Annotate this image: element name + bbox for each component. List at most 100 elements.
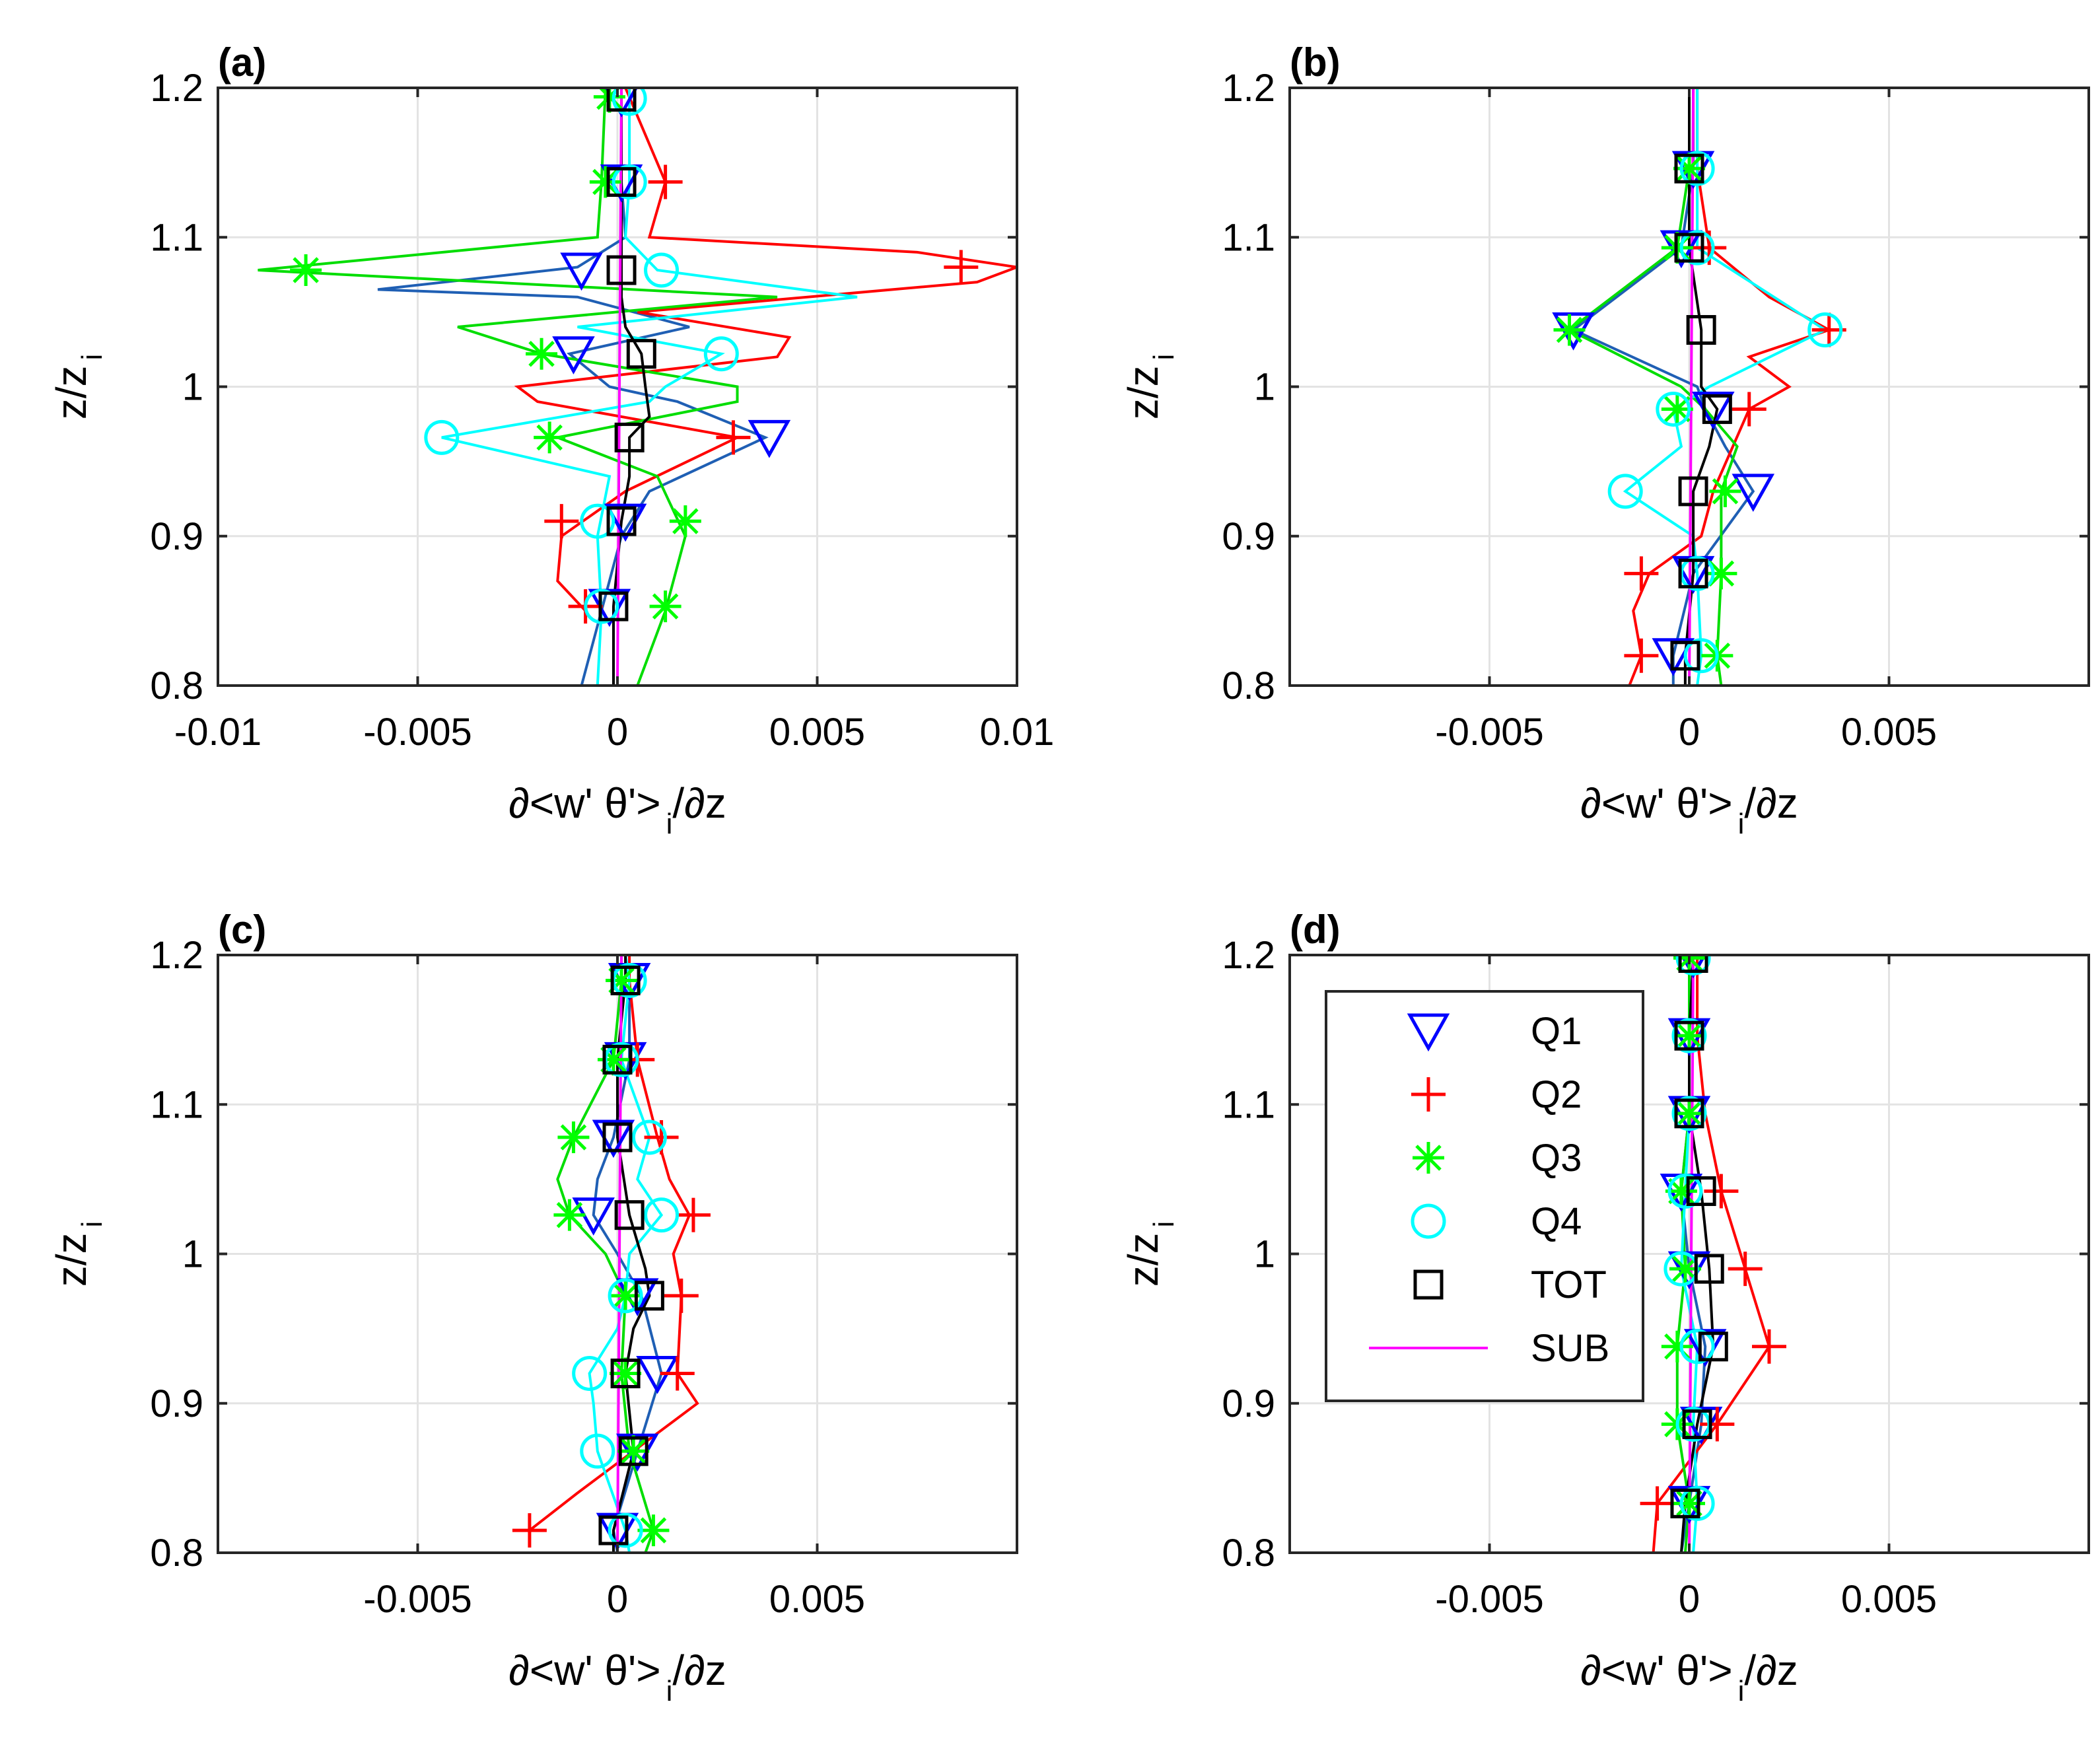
x-axis-label-tail: /∂z <box>1744 1647 1798 1694</box>
marker-q2 <box>944 250 979 285</box>
marker-q4 <box>1656 391 1691 427</box>
marker-q3 <box>1673 153 1705 185</box>
legend-label-q2: Q2 <box>1531 1073 1582 1116</box>
marker-tot <box>1702 394 1732 424</box>
marker-q3 <box>1665 1175 1697 1207</box>
marker-q2 <box>648 164 683 199</box>
marker-tot <box>598 591 629 621</box>
marker-q3 <box>1669 1253 1701 1285</box>
marker-q4 <box>631 1119 667 1155</box>
x-axis-label-main: ∂<w' θ'> <box>1580 1647 1732 1694</box>
y-tick-label: 1.2 <box>150 934 203 977</box>
marker-q3 <box>649 590 682 623</box>
legend-marker-q2 <box>1411 1077 1446 1112</box>
marker-q4 <box>1679 230 1715 266</box>
marker-q4 <box>1671 1096 1707 1131</box>
series-line-q2 <box>514 88 1017 612</box>
x-axis-label-main: ∂<w' θ'> <box>1580 779 1732 827</box>
marker-tot <box>618 1436 648 1466</box>
series-line-q2 <box>1652 955 1771 1553</box>
legend-label-q4: Q4 <box>1531 1200 1582 1243</box>
marker-q2 <box>1624 638 1659 673</box>
marker-q4 <box>580 1433 615 1469</box>
y-axis-label: z/z i <box>48 354 108 420</box>
marker-tot <box>1686 315 1716 345</box>
x-axis-label: ∂<w' θ'> i/∂z <box>508 779 726 840</box>
y-tick-label: 0.8 <box>1222 664 1275 707</box>
panel-label: (a) <box>218 40 266 85</box>
marker-tot <box>598 1515 629 1545</box>
marker-tot <box>606 88 637 112</box>
marker-q4 <box>1807 312 1843 348</box>
x-axis-label-tail: /∂z <box>672 1647 726 1694</box>
marker-q3 <box>606 964 638 997</box>
x-tick-label: 0 <box>607 711 628 754</box>
marker-q3 <box>637 1514 670 1547</box>
y-axis-label-subscript: i <box>1148 1221 1180 1228</box>
marker-q3 <box>1709 475 1741 507</box>
x-axis-label: ∂<w' θ'> i/∂z <box>508 1647 726 1707</box>
y-axis-label: z/z i <box>1119 1221 1180 1287</box>
series-line-tot <box>1679 955 1715 1553</box>
marker-q4 <box>1683 638 1719 674</box>
marker-q3 <box>557 1121 590 1154</box>
marker-tot <box>1678 955 1708 974</box>
marker-tot <box>1678 558 1708 588</box>
x-tick-label: 0.005 <box>1841 711 1937 754</box>
marker-q3 <box>534 421 566 454</box>
x-axis-label: ∂<w' θ'> i/∂z <box>1580 779 1798 840</box>
marker-q2 <box>1728 1252 1763 1287</box>
x-tick-label: 0 <box>1679 1578 1700 1621</box>
legend-box <box>1325 990 1644 1402</box>
x-tick-label: -0.005 <box>1435 1578 1543 1621</box>
y-tick-label: 0.8 <box>150 664 203 707</box>
marker-tot <box>626 339 656 369</box>
marker-q3 <box>1661 393 1693 425</box>
marker-q4 <box>608 1278 643 1314</box>
y-axis-label: z/z i <box>1119 354 1180 420</box>
marker-q3 <box>610 1279 642 1312</box>
legend-label-q3: Q3 <box>1531 1137 1582 1180</box>
marker-tot <box>1694 1254 1724 1284</box>
marker-q2 <box>1700 1407 1735 1442</box>
panel-label: (d) <box>1290 907 1341 952</box>
marker-q2 <box>1704 1174 1739 1209</box>
marker-tot <box>1674 1020 1704 1051</box>
y-tick-label: 1 <box>1254 1233 1275 1276</box>
x-tick-label: 0 <box>1679 711 1700 754</box>
marker-q1 <box>748 419 791 458</box>
marker-q4 <box>612 88 647 116</box>
marker-q3 <box>526 337 558 370</box>
y-axis-label-main: z/z <box>1119 366 1167 420</box>
marker-q3 <box>1673 1097 1705 1129</box>
marker-tot <box>1682 1409 1712 1439</box>
legend-label-sub: SUB <box>1531 1327 1609 1370</box>
x-axis-label-subscript: i <box>666 1675 673 1707</box>
y-tick-label: 1.1 <box>150 216 203 259</box>
data-layer <box>512 955 711 1553</box>
marker-q3 <box>1661 1330 1693 1363</box>
marker-q2 <box>1624 556 1659 591</box>
x-axis-label-tail: /∂z <box>1744 779 1798 827</box>
data-layer <box>1640 955 1786 1553</box>
y-axis-label-main: z/z <box>48 366 95 420</box>
y-tick-label: 1.2 <box>1222 934 1275 977</box>
x-tick-label: 0.005 <box>769 1578 865 1621</box>
marker-q4 <box>1679 1329 1715 1365</box>
marker-q3 <box>1673 1020 1705 1052</box>
marker-q2 <box>716 420 751 455</box>
legend-marker-q3 <box>1413 1142 1444 1174</box>
x-axis-label: ∂<w' θ'> i/∂z <box>1580 1647 1798 1707</box>
marker-q3 <box>669 505 701 538</box>
y-tick-label: 0.9 <box>150 515 203 558</box>
panel-a: -0.01 -0.005 0 0.005 0.01 0.8 0.9 1 1.1 1.2 (a) ∂<w… <box>48 40 1054 840</box>
marker-q4 <box>424 419 460 455</box>
marker-tot <box>1674 153 1704 184</box>
x-axis-label-tail: /∂z <box>672 779 726 827</box>
marker-q2 <box>1640 1486 1675 1521</box>
y-tick-label: 0.9 <box>1222 1382 1275 1425</box>
y-tick-label: 0.8 <box>150 1532 203 1575</box>
x-tick-label: 0.005 <box>769 711 865 754</box>
